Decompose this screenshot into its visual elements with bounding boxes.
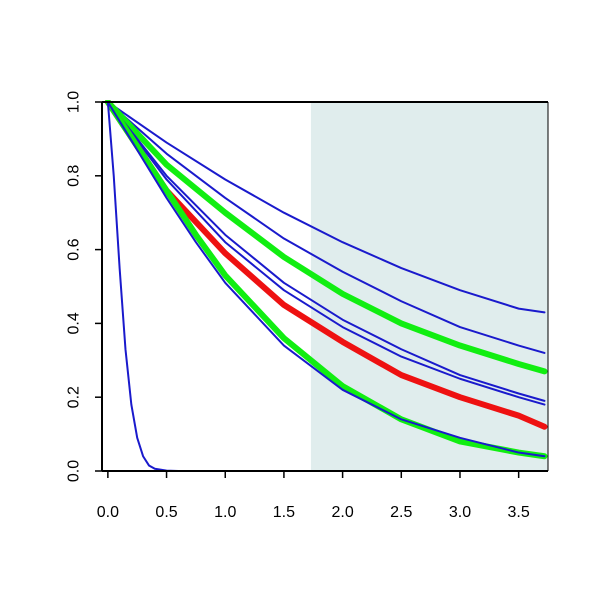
series-line-7 [104, 100, 548, 460]
series-line-8 [106, 101, 546, 458]
series-line-6 [104, 100, 548, 430]
y-tick-label-4: 0.8 [66, 165, 83, 187]
y-tick-label-3: 0.6 [66, 238, 83, 260]
x-tick-label-5: 2.5 [390, 504, 412, 521]
y-tick-label-5: 1.0 [66, 91, 83, 113]
y-tick-label-2: 0.4 [66, 312, 83, 334]
x-tick-label-0: 0.0 [97, 504, 119, 521]
series-line-5 [106, 101, 546, 406]
x-tick-label-2: 1.0 [214, 504, 236, 521]
series-line-1 [106, 101, 546, 314]
x-tick-label-1: 0.5 [155, 504, 177, 521]
x-tick-label-3: 1.5 [273, 504, 295, 521]
y-tick-label-1: 0.2 [66, 386, 83, 408]
x-tick-label-6: 3.0 [449, 504, 471, 521]
x-tick-label-7: 3.5 [508, 504, 530, 521]
series-line-4 [106, 101, 546, 402]
y-tick-label-0: 0.0 [66, 460, 83, 482]
series-line-2 [106, 101, 546, 354]
x-tick-label-4: 2.0 [331, 504, 353, 521]
series-line-3 [104, 100, 548, 375]
